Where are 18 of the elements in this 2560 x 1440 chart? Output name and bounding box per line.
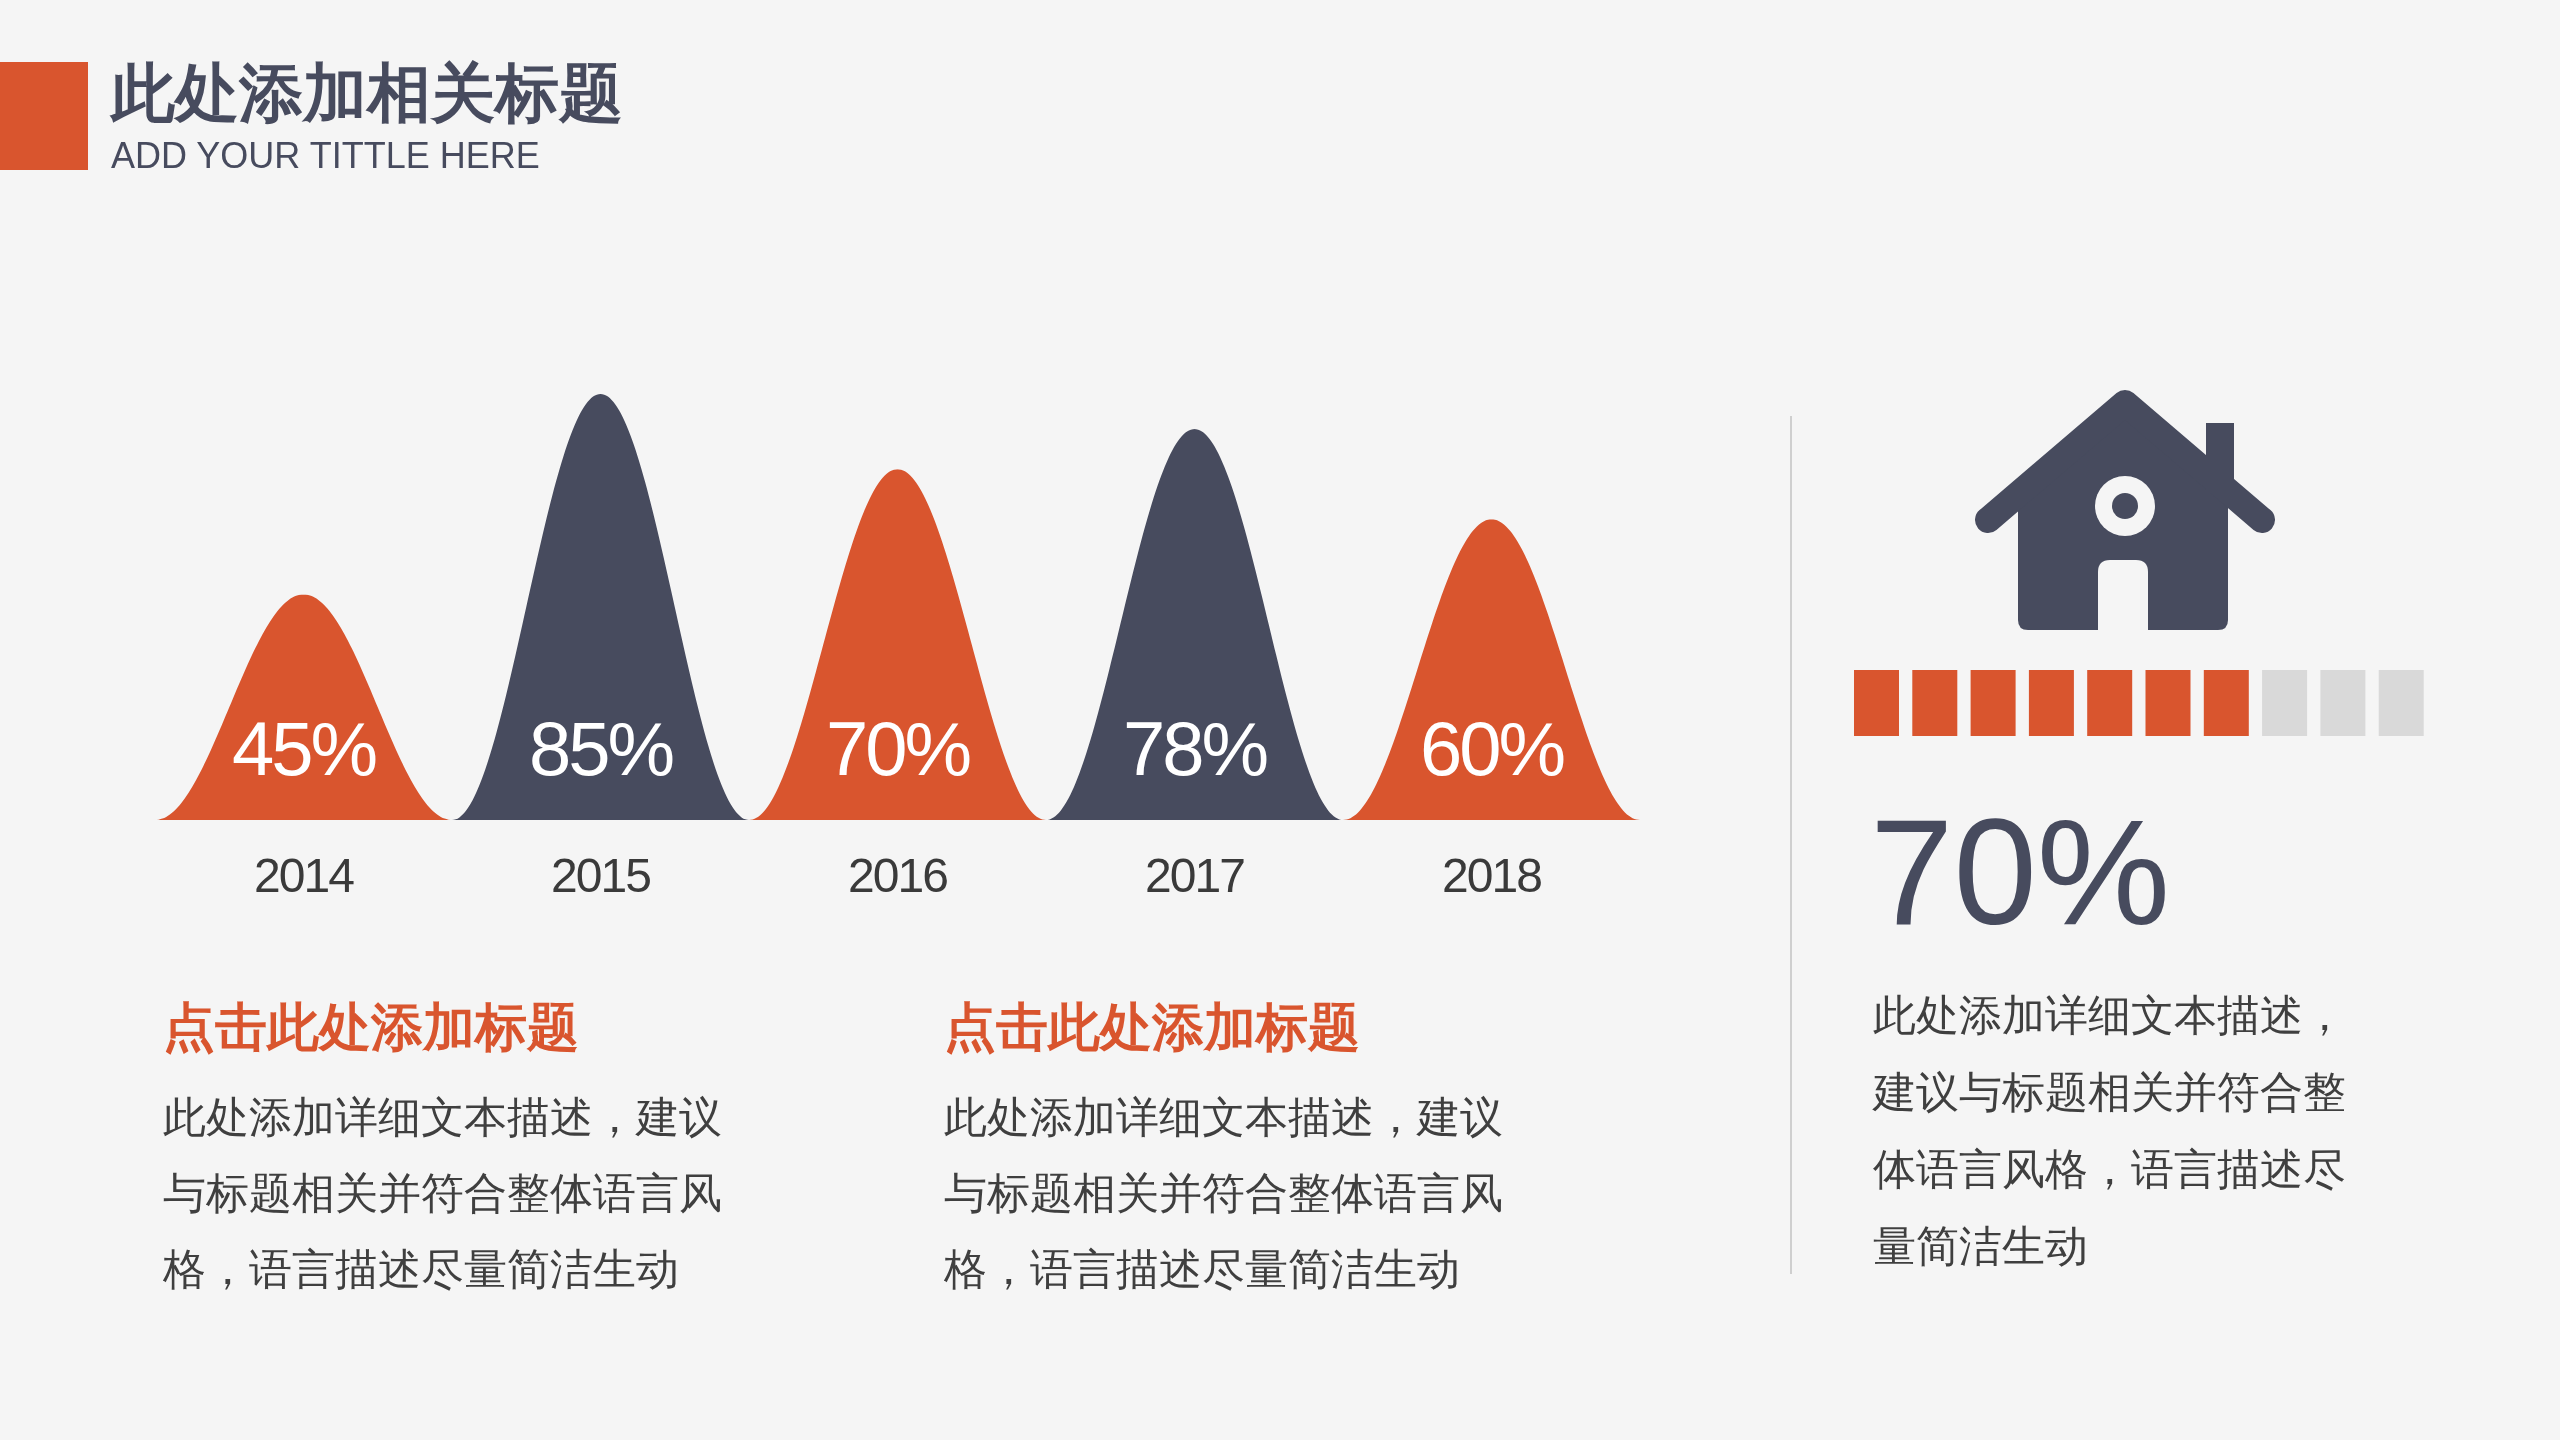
x-tick-label: 2015 (551, 849, 651, 903)
data-label: 45% (231, 706, 376, 791)
chart-title: 此处添加相关标题 (109, 57, 623, 129)
text: 点击此处添加标题 (163, 998, 579, 1056)
text: 此处添加详细文本描述，建议与标题相关并符合整体语言风格，语言描述尽量简洁生动 (1872, 991, 2346, 1270)
x-tick-label: 2018 (1442, 849, 1542, 903)
data-label: 85% (528, 706, 673, 791)
data-label: 70% (1870, 788, 2171, 956)
text: 此处添加详细文本描述，建议与标题相关并符合整体语言风格，语言描述尽量简洁生动 (943, 1093, 1503, 1293)
text: 此处添加详细文本描述，建议与标题相关并符合整体语言风格，语言描述尽量简洁生动 (162, 1093, 722, 1293)
x-tick-label: 2014 (254, 849, 355, 903)
data-label: 70% (825, 706, 970, 791)
text: 点击此处添加标题 (944, 998, 1360, 1056)
data-label: 78% (1122, 706, 1267, 791)
chart-subtitle: ADD YOUR TITTLE HERE (111, 135, 540, 176)
x-tick-label: 2016 (848, 849, 948, 903)
x-tick-label: 2017 (1145, 849, 1245, 903)
data-label: 60% (1419, 706, 1564, 791)
